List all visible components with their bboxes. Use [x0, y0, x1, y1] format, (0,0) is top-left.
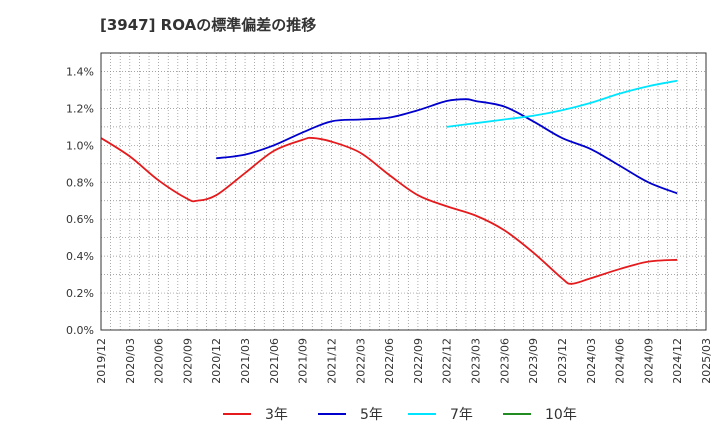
x-tick-label: 2024/12	[671, 338, 684, 384]
x-tick-label: 2022/03	[354, 338, 367, 384]
y-tick-label: 1.4%	[66, 65, 94, 78]
legend: 3年 5年 7年 10年	[223, 407, 577, 423]
legend-label-1: 5年	[360, 407, 383, 423]
series-line-2	[446, 79, 678, 128]
series-line-1	[216, 98, 678, 195]
x-tick-label: 2020/09	[181, 338, 194, 384]
x-tick-label: 2020/03	[124, 338, 137, 384]
y-tick-label: 0.0%	[66, 324, 94, 337]
legend-label-0: 3年	[265, 407, 288, 423]
x-tick-label: 2021/06	[268, 338, 281, 384]
x-tick-label: 2024/09	[642, 338, 655, 384]
x-tick-label: 2023/09	[527, 338, 540, 384]
y-tick-label: 0.8%	[66, 176, 94, 189]
x-tick-label: 2023/03	[470, 338, 483, 384]
x-tick-label: 2022/12	[441, 338, 454, 384]
x-tick-label: 2024/06	[614, 338, 627, 384]
x-tick-label: 2023/06	[498, 338, 511, 384]
x-tick-label: 2022/06	[383, 338, 396, 384]
x-tick-label: 2019/12	[95, 338, 108, 384]
x-tick-label: 2020/06	[153, 338, 166, 384]
legend-label-3: 10年	[545, 407, 577, 423]
y-tick-label: 0.2%	[66, 287, 94, 300]
gridlines	[101, 53, 706, 330]
x-tick-label: 2025/03	[700, 338, 713, 384]
y-tick-label: 0.4%	[66, 250, 94, 263]
y-axis-ticks: 0.0% 0.2% 0.4% 0.6% 0.8% 1.0% 1.2% 1.4%	[66, 65, 94, 337]
x-tick-label: 2020/12	[210, 338, 223, 384]
plot-border	[100, 52, 707, 331]
y-tick-label: 1.2%	[66, 102, 94, 115]
y-tick-label: 0.6%	[66, 213, 94, 226]
legend-label-2: 7年	[450, 407, 473, 423]
x-axis-ticks: 2019/12 2020/03 2020/06 2020/09 2020/12 2021/…	[95, 338, 713, 384]
x-tick-label: 2023/12	[556, 338, 569, 384]
x-tick-label: 2022/09	[412, 338, 425, 384]
x-tick-label: 2024/03	[585, 338, 598, 384]
plot-frame	[100, 52, 707, 331]
x-tick-label: 2021/12	[325, 338, 338, 384]
series-line-0	[100, 136, 678, 285]
x-tick-label: 2021/03	[239, 338, 252, 384]
chart-title: [3947] ROAの標準偏差の推移	[100, 16, 317, 34]
x-tick-label: 2021/09	[297, 338, 310, 384]
series-lines	[100, 79, 678, 285]
y-tick-label: 1.0%	[66, 139, 94, 152]
